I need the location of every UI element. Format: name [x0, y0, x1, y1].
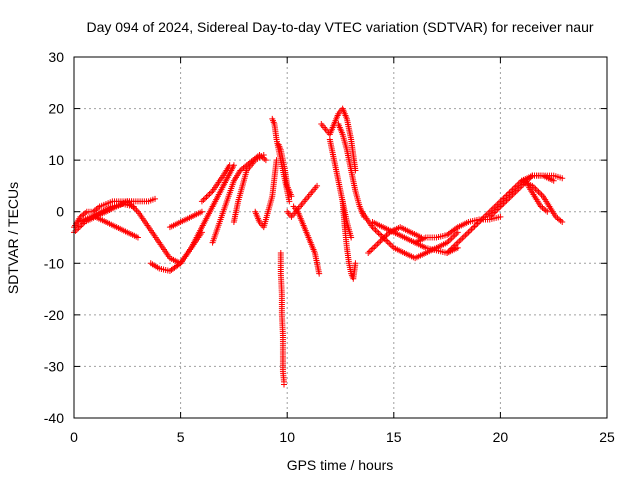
data-point	[369, 245, 376, 252]
data-point	[459, 235, 466, 242]
data-point	[262, 157, 269, 164]
data-point	[314, 182, 321, 189]
data-point	[208, 189, 215, 196]
x-tick-label: 10	[279, 429, 295, 445]
data-point	[468, 226, 475, 233]
data-point	[198, 229, 205, 236]
data-point	[454, 239, 461, 246]
y-tick-label: -10	[44, 255, 64, 271]
data-point	[366, 248, 373, 255]
axis-ticks: 0 5 10 15 20 25 -40 -30 -20 -10 0 10 20 30	[44, 49, 615, 445]
data-point	[226, 162, 233, 169]
data-point	[463, 230, 470, 237]
x-tick-label: 15	[386, 429, 402, 445]
data-point	[375, 239, 382, 246]
data-point	[479, 216, 486, 223]
data-point	[260, 151, 267, 158]
data-point	[559, 219, 566, 226]
data-point	[454, 244, 461, 251]
chart-title: Day 094 of 2024, Sidereal Day-to-day VTE…	[86, 19, 593, 35]
data-point	[550, 177, 557, 184]
data-point	[205, 192, 212, 199]
data-point	[465, 229, 472, 236]
data-point	[544, 208, 551, 215]
data-point	[497, 213, 504, 220]
data-point	[316, 270, 323, 277]
data-point	[374, 241, 381, 248]
y-tick-label: 10	[48, 152, 64, 168]
data-point	[133, 207, 140, 214]
data-point	[462, 232, 469, 239]
data-point	[365, 249, 372, 256]
y-tick-label: -30	[44, 358, 64, 374]
data-point	[206, 191, 213, 198]
x-axis-label: GPS time / hours	[287, 457, 394, 473]
data-point	[372, 227, 379, 234]
data-point	[535, 188, 542, 195]
data-point	[473, 221, 480, 228]
plot-frame	[73, 56, 608, 419]
y-axis-label: SDTVAR / TECUs	[5, 182, 21, 294]
x-tick-label: 0	[70, 429, 78, 445]
data-point	[134, 234, 141, 241]
data-point	[536, 190, 543, 197]
data-point	[198, 198, 205, 205]
data-point	[450, 233, 457, 240]
data-point	[288, 193, 295, 200]
data-point	[559, 175, 566, 182]
y-tick-label: 0	[56, 204, 64, 220]
data-point	[200, 196, 207, 203]
y-tick-label: 30	[48, 49, 64, 65]
data-point	[352, 260, 359, 267]
data-point	[466, 227, 473, 234]
data-point	[286, 198, 293, 205]
data-point	[372, 242, 379, 249]
data-point	[384, 238, 391, 245]
data-point	[477, 217, 484, 224]
data-points	[71, 105, 566, 388]
data-point	[447, 236, 454, 243]
data-point	[201, 195, 208, 202]
data-point	[72, 227, 79, 234]
data-point	[371, 244, 378, 251]
data-point	[348, 234, 355, 241]
data-point	[203, 193, 210, 200]
data-point	[375, 230, 382, 237]
x-tick-label: 5	[177, 429, 185, 445]
data-point	[387, 241, 394, 248]
data-point	[460, 233, 467, 240]
data-point	[469, 224, 476, 231]
data-point	[453, 241, 460, 248]
data-point	[448, 235, 455, 242]
data-point	[386, 240, 393, 247]
data-point	[454, 229, 461, 236]
data-point	[368, 247, 375, 254]
y-tick-label: -20	[44, 307, 64, 323]
y-tick-label: 20	[48, 101, 64, 117]
x-tick-label: 20	[493, 429, 509, 445]
data-point	[198, 208, 205, 215]
data-point	[374, 228, 381, 235]
data-point	[456, 238, 463, 245]
x-tick-label: 25	[599, 429, 615, 445]
y-tick-label: -40	[44, 410, 64, 426]
data-point	[457, 236, 464, 243]
data-point	[281, 381, 288, 388]
data-point	[152, 195, 159, 202]
data-point	[471, 223, 478, 230]
